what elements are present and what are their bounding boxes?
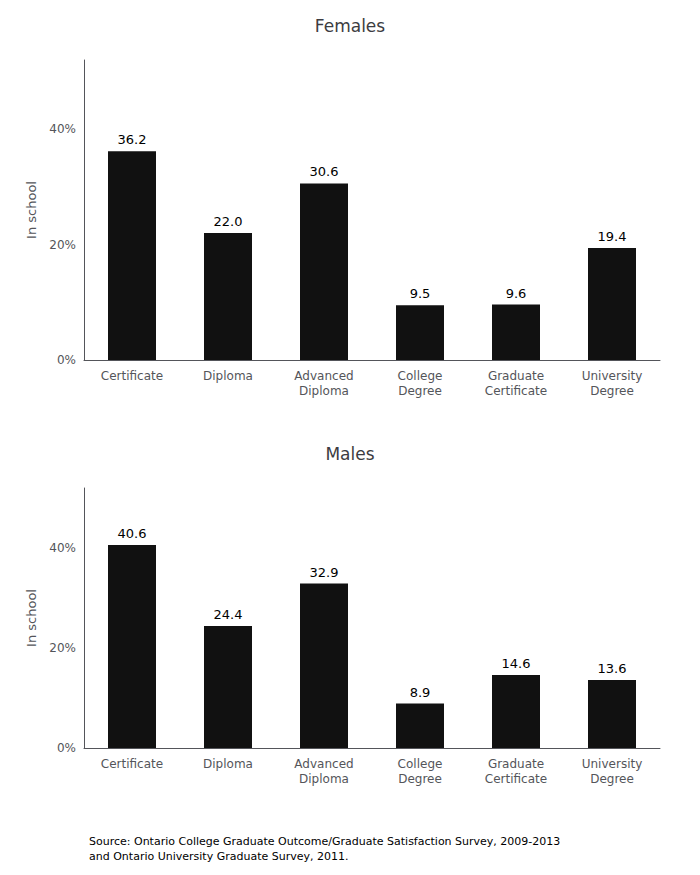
svg-text:Diploma: Diploma: [203, 369, 253, 383]
svg-text:20%: 20%: [49, 641, 76, 655]
svg-text:In school: In school: [24, 589, 39, 647]
svg-text:Certificate: Certificate: [485, 384, 547, 398]
svg-text:14.6: 14.6: [502, 656, 531, 671]
svg-text:Diploma: Diploma: [203, 757, 253, 771]
svg-text:University: University: [582, 757, 643, 771]
svg-text:Advanced: Advanced: [294, 369, 353, 383]
svg-text:Certificate: Certificate: [101, 757, 163, 771]
svg-text:40%: 40%: [49, 122, 76, 136]
svg-text:9.5: 9.5: [410, 286, 431, 301]
svg-text:Diploma: Diploma: [299, 772, 349, 786]
svg-text:30.6: 30.6: [310, 164, 339, 179]
svg-text:Certificate: Certificate: [485, 772, 547, 786]
svg-text:Degree: Degree: [398, 772, 442, 786]
svg-text:24.4: 24.4: [214, 607, 243, 622]
svg-text:20%: 20%: [49, 238, 76, 252]
svg-text:40.6: 40.6: [118, 526, 147, 541]
svg-text:and Ontario University Graduat: and Ontario University Graduate Survey, …: [89, 850, 348, 863]
svg-text:13.6: 13.6: [598, 661, 627, 676]
svg-text:University: University: [582, 369, 643, 383]
svg-text:Degree: Degree: [590, 384, 634, 398]
svg-text:In school: In school: [24, 181, 39, 239]
svg-text:Advanced: Advanced: [294, 757, 353, 771]
svg-text:Degree: Degree: [590, 772, 634, 786]
svg-text:Diploma: Diploma: [299, 384, 349, 398]
svg-text:Certificate: Certificate: [101, 369, 163, 383]
svg-text:College: College: [398, 369, 443, 383]
svg-text:9.6: 9.6: [506, 286, 527, 301]
svg-text:8.9: 8.9: [410, 685, 431, 700]
svg-text:0%: 0%: [57, 741, 76, 755]
svg-text:36.2: 36.2: [118, 132, 147, 147]
svg-text:0%: 0%: [57, 353, 76, 367]
svg-text:Females: Females: [315, 16, 385, 36]
svg-text:19.4: 19.4: [598, 229, 627, 244]
svg-text:Source: Ontario College Gradua: Source: Ontario College Graduate Outcome…: [89, 835, 560, 848]
svg-text:Degree: Degree: [398, 384, 442, 398]
svg-text:22.0: 22.0: [214, 214, 243, 229]
svg-text:College: College: [398, 757, 443, 771]
svg-text:Males: Males: [325, 444, 374, 464]
svg-text:Graduate: Graduate: [488, 757, 544, 771]
svg-text:40%: 40%: [49, 541, 76, 555]
svg-text:32.9: 32.9: [310, 565, 339, 580]
svg-text:Graduate: Graduate: [488, 369, 544, 383]
